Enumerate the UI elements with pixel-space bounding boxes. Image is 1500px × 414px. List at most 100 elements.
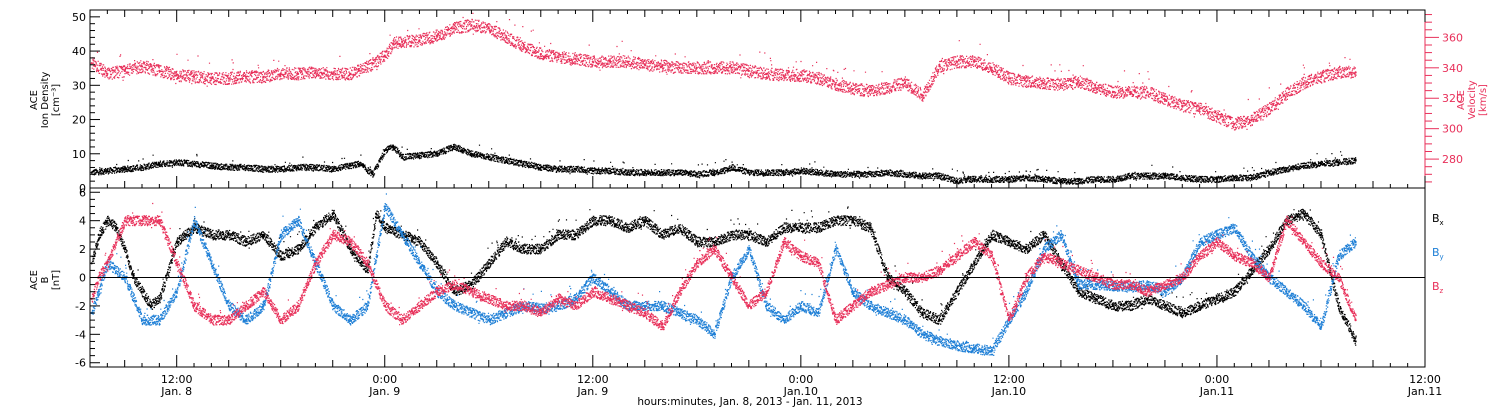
top-velocity-point [392, 42, 395, 45]
top-velocity-point [1250, 118, 1253, 121]
bottom-bx-point [331, 212, 334, 215]
x-tick-label-date: Jan.11 [1407, 385, 1442, 398]
bottom-bz-point [678, 290, 681, 293]
bottom-bx-point [244, 240, 248, 244]
top-left-axis-title-line: [cm⁻³] [51, 84, 62, 116]
top-ion-density-point [1077, 180, 1080, 183]
bottom-bx-point [817, 226, 820, 229]
bottom-by-point [1198, 240, 1201, 244]
bottom-bx-point [1181, 311, 1184, 315]
top-velocity-point [973, 60, 976, 63]
bottom-bz-point [453, 283, 456, 286]
top-ion-density-point [1233, 176, 1236, 179]
bottom-bx-point [262, 233, 265, 236]
top-velocity-point [1077, 80, 1080, 83]
bottom-bx-point [210, 233, 213, 236]
top-right-axis-title: ACE Velocity [km/s] [1456, 80, 1489, 119]
bottom-bz-point [158, 219, 161, 222]
bottom-bx-point [1267, 248, 1271, 251]
bottom-bx-point [851, 219, 855, 222]
top-ion-density-point [1337, 161, 1340, 164]
top-ion-density-point [90, 171, 93, 174]
bottom-bx-point [782, 226, 785, 229]
bottom-bx-point [158, 297, 161, 300]
bottom-bx-point [1233, 290, 1236, 293]
top-velocity-point [1233, 123, 1236, 126]
top-left-tick-label: 20 [72, 114, 86, 127]
bottom-bx-point [123, 248, 126, 251]
bottom-by-point [973, 347, 976, 350]
bottom-bx-point [383, 226, 386, 229]
bottom-bx-point [418, 240, 421, 244]
top-velocity-point [123, 69, 126, 72]
top-series-ion-density [90, 143, 1357, 185]
bottom-by-point [955, 344, 959, 347]
bottom-bz-point [609, 297, 612, 300]
top-velocity-point [1042, 81, 1045, 85]
bottom-bz-point [227, 319, 230, 322]
top-velocity-point [371, 62, 374, 65]
top-ion-density-point [695, 173, 698, 176]
bottom-bx-point [366, 269, 369, 272]
top-series-velocity [90, 12, 1357, 131]
bottom-bz-point [1129, 283, 1132, 286]
top-right-tick-label: 280 [1442, 153, 1463, 166]
top-ion-density-point [522, 162, 525, 166]
top-velocity-point [383, 54, 386, 57]
top-left-axis-title: ACE Ion Density [cm⁻³] [29, 72, 62, 129]
bottom-left-axis-title: ACE B [nT] [29, 270, 62, 290]
bottom-by-point [1302, 304, 1305, 307]
top-ion-density-point [392, 145, 395, 148]
top-ion-density-point [1181, 176, 1184, 179]
bottom-bx-point [973, 262, 976, 265]
top-left-tick-label: 10 [72, 148, 86, 161]
legend-by: By [1432, 246, 1444, 261]
x-tick-label-time: 0:00 [788, 373, 813, 386]
top-ion-density-point [158, 162, 161, 166]
bottom-bz-point [1198, 255, 1201, 258]
bottom-left-tick-label: 4 [79, 215, 86, 228]
top-velocity-point [418, 39, 421, 42]
top-velocity-point [661, 65, 664, 68]
top-left-axis-title-line: Ion Density [40, 72, 51, 129]
bottom-bx-point [1025, 248, 1028, 251]
bottom-by-point [1215, 233, 1218, 236]
bottom-bx-point [505, 240, 508, 244]
x-tick-label-time: 12:00 [161, 373, 193, 386]
bottom-bx-point [1337, 304, 1340, 307]
bottom-by-point [609, 290, 612, 293]
top-right-tick-label: 360 [1442, 31, 1463, 44]
top-ion-density-point [505, 159, 508, 162]
bottom-bx-point [695, 240, 698, 244]
top-ion-density-point [643, 171, 646, 174]
bottom-bz-point [591, 290, 594, 293]
top-ion-density-point [1250, 176, 1253, 179]
top-ion-density-point [487, 156, 490, 159]
top-ion-density-point [401, 156, 404, 159]
bottom-bz-point [123, 219, 126, 222]
bottom-bz-point [1007, 319, 1011, 322]
bottom-bz-point [210, 319, 213, 322]
top-ion-density-point [539, 166, 542, 169]
x-tick-label-date: Jan. 9 [368, 385, 400, 398]
top-ion-density-point [747, 171, 750, 174]
top-ion-density-point [262, 168, 265, 171]
bottom-left-tick-label: -4 [75, 328, 86, 341]
bottom-bx-point [279, 255, 282, 258]
top-ion-density-point [227, 166, 230, 169]
x-tick-label-date: Jan.11 [1199, 385, 1234, 398]
bottom-bz-point [1077, 269, 1080, 272]
bottom-bz-point [626, 304, 629, 307]
bottom-bx-point [435, 262, 438, 265]
top-velocity-point [1354, 71, 1357, 74]
bottom-bx-point [799, 226, 802, 229]
bottom-bx-point [730, 233, 733, 236]
bottom-by-point [1025, 290, 1028, 293]
top-ion-density-point [192, 162, 196, 166]
top-ion-density-point [973, 178, 976, 181]
top-velocity-point [244, 75, 248, 78]
top-ion-density-point [869, 173, 872, 176]
bottom-by-point [678, 311, 681, 315]
bottom-bx-point [1007, 240, 1011, 244]
